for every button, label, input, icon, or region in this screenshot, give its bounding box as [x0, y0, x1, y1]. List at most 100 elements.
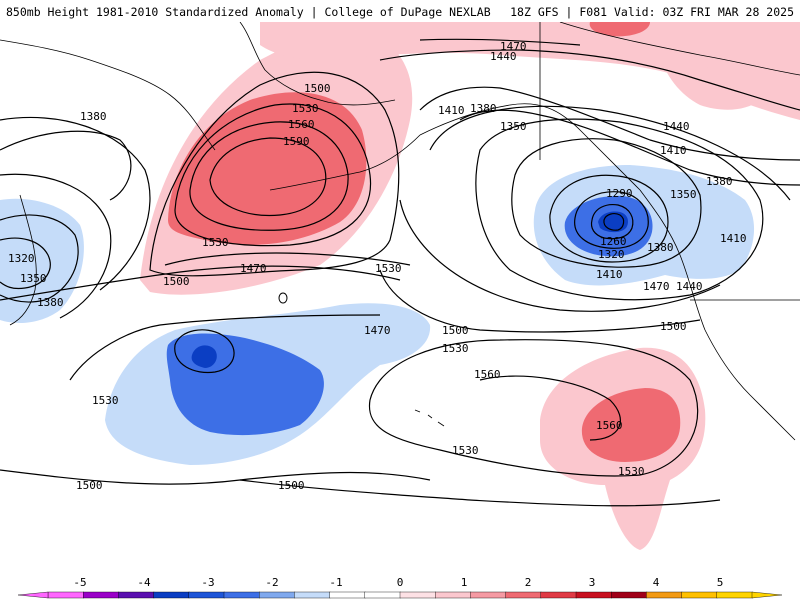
contour-label: 1500 [660, 320, 687, 333]
contour-1440-low [429, 105, 791, 201]
contour-label: 1530 [618, 465, 645, 478]
legend-bin [716, 591, 753, 599]
legend-bin [259, 591, 296, 599]
small-closed-contour [278, 292, 288, 304]
height-contours [0, 38, 800, 507]
contour-label: 1500 [442, 324, 469, 337]
anomaly-legend: -5 -4 -3 -2 -1 0 1 2 3 4 5 [0, 575, 800, 600]
contour-label: 1350 [20, 272, 47, 285]
coast-us-west [704, 329, 796, 441]
negative-anomaly-central-pacific-core [191, 345, 217, 368]
contour-label: 1440 [663, 120, 690, 133]
legend-bin [188, 591, 225, 599]
coast-kamchatka [9, 194, 37, 326]
legend-bin [681, 591, 718, 599]
legend-bin [294, 591, 331, 599]
legend-bin [329, 591, 366, 599]
contour-label: 1290 [606, 187, 633, 200]
contour-label: 1440 [676, 280, 703, 293]
anomaly-map: 1470 1440 1380 1410 1350 1500 1530 1560 … [0, 22, 800, 550]
legend-tick-label: -4 [137, 576, 151, 589]
contour-1590 [209, 137, 327, 217]
legend-bin [540, 591, 577, 599]
legend-tick-label: -1 [329, 576, 342, 589]
contour-1500-east [379, 269, 701, 333]
contour-label: 1350 [670, 188, 697, 201]
positive-anomaly-north-pacific-strong [168, 92, 367, 245]
contour-label: 1500 [304, 82, 331, 95]
legend-tick-label: -3 [201, 576, 214, 589]
legend-bin [611, 591, 648, 599]
contour-label: 1560 [474, 368, 501, 381]
legend-tick-label: 3 [589, 576, 596, 589]
contour-label: 1530 [452, 444, 479, 457]
coast-hawaii [414, 409, 445, 427]
legend-bin [399, 591, 436, 599]
legend-tick-label: 4 [653, 576, 660, 589]
coast-siberia [0, 39, 216, 151]
legend-bin [435, 591, 472, 599]
contour-label: 1530 [442, 342, 469, 355]
contour-1560-east [479, 375, 621, 441]
legend-tick-label: -2 [265, 576, 278, 589]
contour-label: 1470 [643, 280, 670, 293]
legend-bins [17, 591, 783, 599]
contour-1560 [189, 121, 349, 231]
contour-1320-low [549, 174, 669, 263]
legend-tick-label: 2 [525, 576, 532, 589]
positive-anomaly-alaska-strong [589, 22, 650, 37]
coast-alaska-north [239, 22, 396, 106]
contour-1410-low [475, 118, 764, 301]
contour-label: 1470 [500, 40, 527, 53]
legend-bin [82, 591, 120, 599]
contour-1380-siberia [0, 130, 132, 201]
legend-arrow-left [17, 591, 49, 599]
contour-label: 1380 [470, 102, 497, 115]
contour-1350-siberia [0, 214, 79, 303]
positive-anomaly-alaska-strip [260, 22, 800, 120]
contour-label: 1380 [647, 241, 674, 254]
map-title: 850mb Height 1981-2010 Standardized Anom… [6, 5, 491, 19]
contour-1470-central [174, 329, 235, 374]
contour-label: 1590 [283, 135, 310, 148]
contour-1440-north [379, 49, 800, 111]
legend-tick-label: 5 [717, 576, 724, 589]
contour-1260-core [603, 213, 625, 231]
contour-1290-low [574, 191, 649, 249]
legend-tick-label: -5 [73, 576, 86, 589]
legend-bin [646, 591, 683, 599]
map-panel: 1470 1440 1380 1410 1350 1500 1530 1560 … [0, 22, 800, 575]
contour-label: 1380 [706, 175, 733, 188]
positive-anomaly-east-pacific-strong [581, 388, 681, 462]
contour-label: 1440 [490, 50, 517, 63]
contour-label: 1530 [375, 262, 402, 275]
contour-1530-east [368, 339, 699, 477]
contour-label: 1320 [8, 252, 35, 265]
contour-1530-central [69, 314, 381, 381]
negative-anomaly-siberia [0, 198, 84, 323]
contour-label: 1470 [364, 324, 391, 337]
contour-label: 1350 [500, 120, 527, 133]
legend-bin [505, 591, 542, 599]
contour-1260-low [590, 203, 634, 240]
contour-1530-north [164, 252, 411, 266]
contour-1470 [0, 265, 401, 301]
legend-arrow-right [751, 591, 783, 599]
contour-label: 1500 [163, 275, 190, 288]
legend-bin [118, 591, 155, 599]
contour-1500-central [0, 469, 431, 485]
contour-1410-alaska [419, 86, 800, 161]
contour-label: 1530 [202, 236, 229, 249]
contour-label: 1560 [288, 118, 315, 131]
legend-svg: -5 -4 -3 -2 -1 0 1 2 3 4 5 [17, 576, 783, 599]
legend-bin [47, 591, 84, 599]
legend-bin [470, 591, 507, 599]
coast-north-canada [559, 22, 800, 76]
contour-1440-siberia [0, 116, 151, 291]
coastlines [0, 22, 800, 441]
contour-label-group: 1470 1440 1380 1410 1350 1500 1530 1560 … [8, 40, 747, 492]
legend-tick-label: 0 [397, 576, 404, 589]
contour-label: 1380 [37, 296, 64, 309]
contour-label: 1320 [598, 248, 625, 261]
contour-label: 1530 [92, 394, 119, 407]
